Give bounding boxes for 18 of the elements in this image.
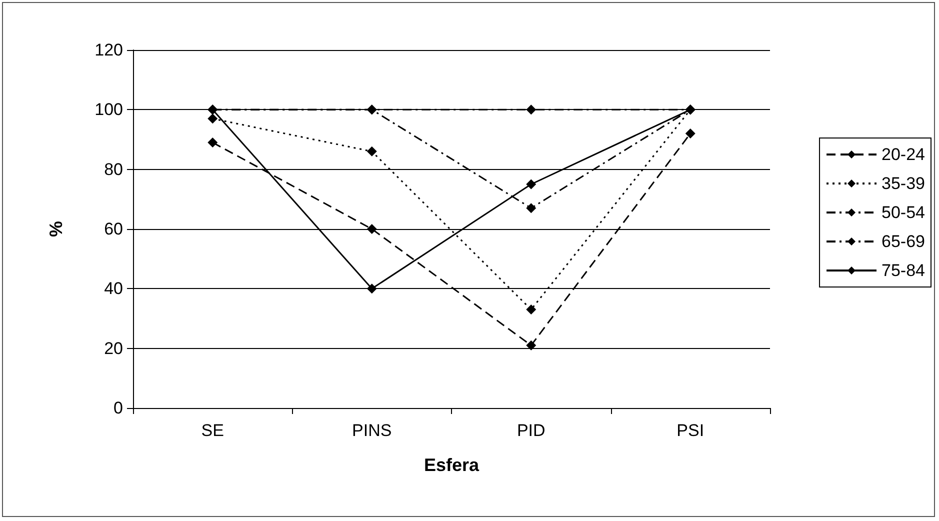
- legend-label: 35-39: [882, 174, 926, 193]
- legend-label: 50-54: [882, 203, 926, 222]
- x-axis-title: Esfera: [424, 455, 480, 475]
- y-tick-label: 40: [104, 279, 123, 298]
- y-axis-title: %: [46, 220, 66, 238]
- legend-label: 20-24: [882, 145, 926, 164]
- y-tick-label: 0: [114, 398, 123, 418]
- legend-label: 75-84: [882, 261, 926, 280]
- y-tick-label: 120: [94, 40, 123, 60]
- y-tick-label: 80: [104, 160, 123, 179]
- y-tick-label: 100: [94, 100, 123, 120]
- x-tick-label: SE: [201, 421, 224, 440]
- x-tick-label: PSI: [676, 421, 704, 440]
- y-tick-label: 60: [104, 220, 123, 238]
- y-tick-label: 20: [104, 338, 123, 358]
- x-tick-label: PINS: [352, 421, 392, 440]
- legend-label: 65-69: [882, 232, 926, 251]
- x-tick-label: PID: [516, 421, 546, 440]
